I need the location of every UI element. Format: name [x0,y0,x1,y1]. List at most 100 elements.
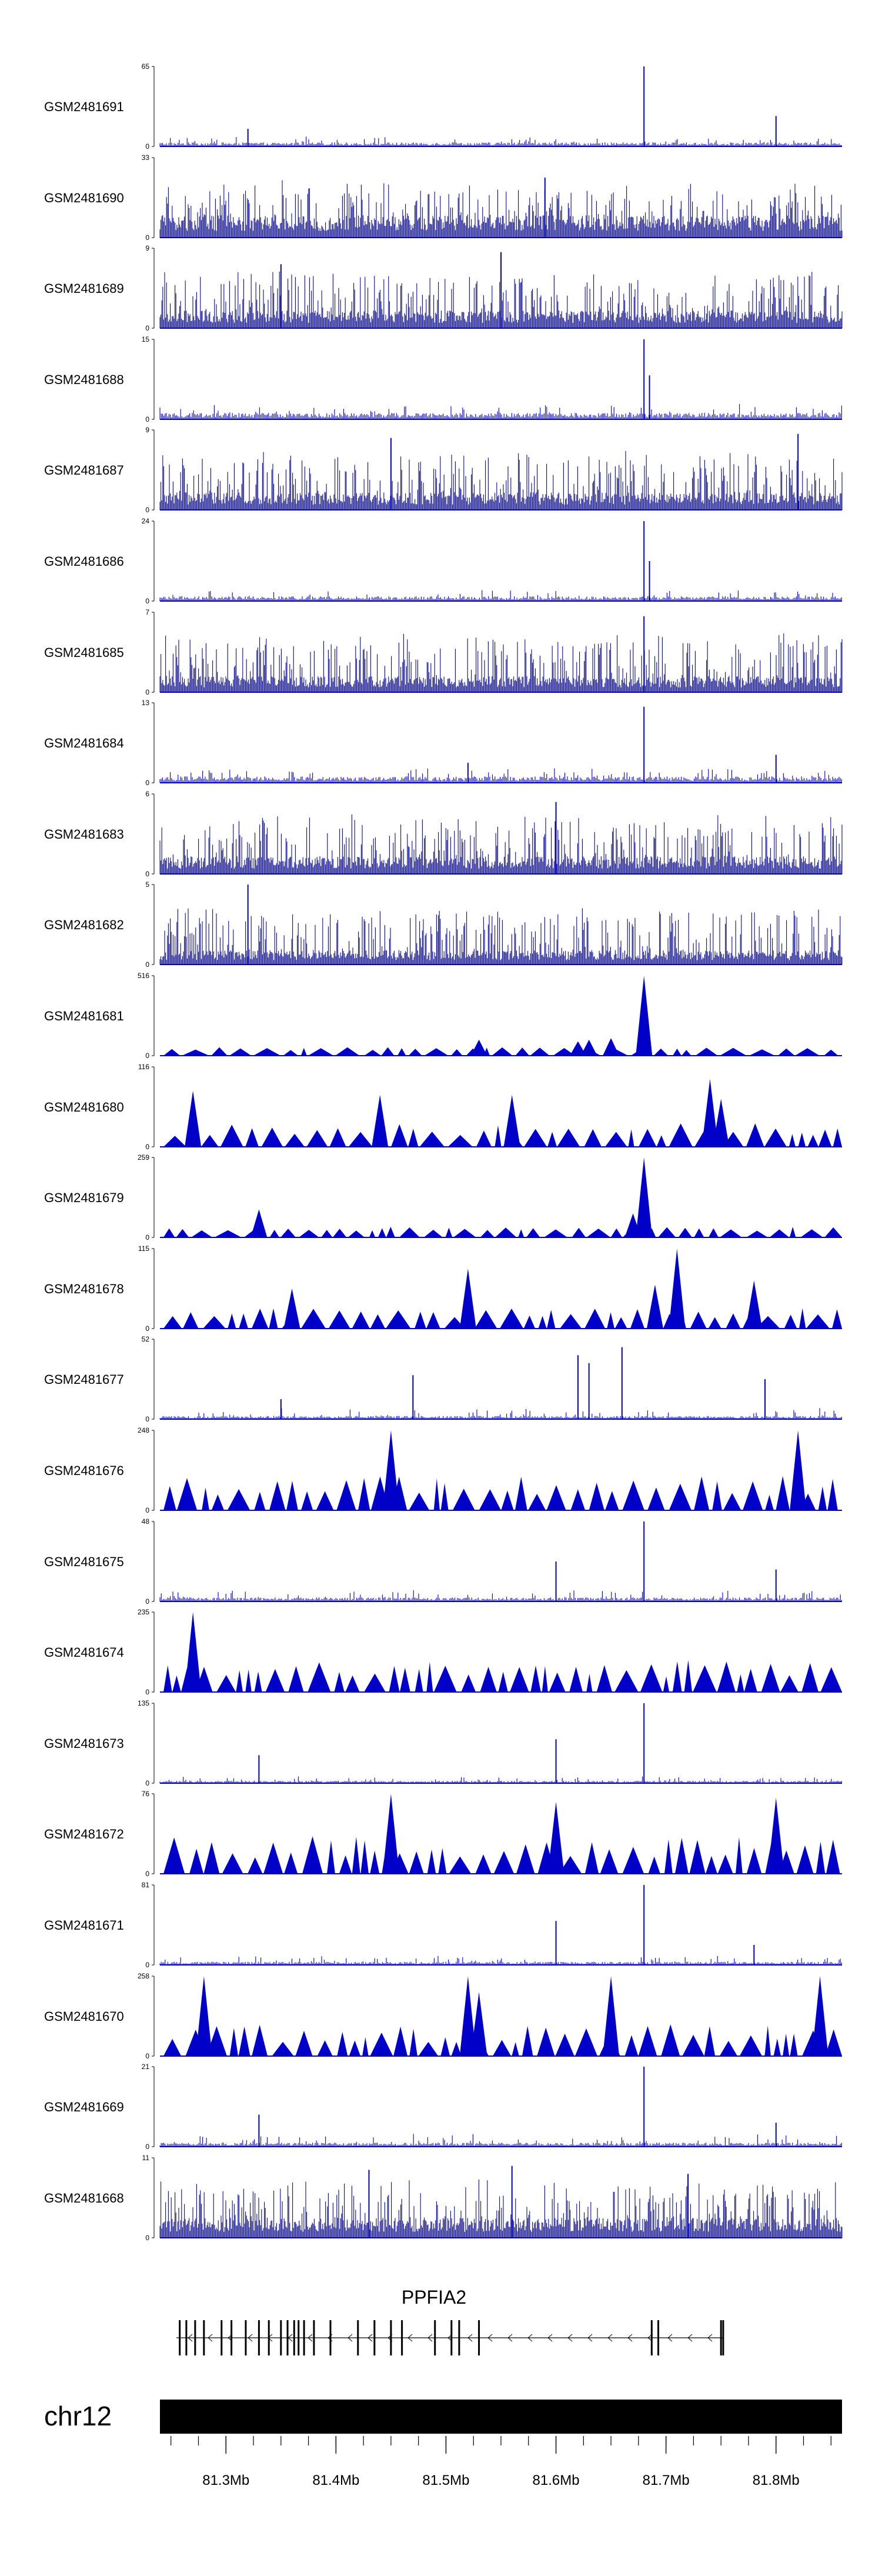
exon [401,2320,403,2355]
signal-peak [459,1269,476,1329]
y-tick-label-max: 65 [142,62,150,71]
y-tick-label-max: 13 [142,699,150,707]
track-GSM2481682: GSM2481682 5 0 [44,880,843,969]
signal-peak [701,1079,719,1147]
signal-peak [382,1430,399,1510]
signal-peak [767,1797,784,1874]
strand-arrow [427,2334,433,2342]
signal-peak [580,1039,597,1056]
y-tick-label-max: 6 [145,790,149,798]
track-GSM2481675: GSM2481675 48 0 [44,1517,842,1606]
signal-peak [569,1041,586,1056]
exon [650,2320,653,2355]
exon [373,2320,376,2355]
signal-peak [503,1095,520,1147]
exon [203,2320,205,2355]
exon [245,2320,247,2355]
track-GSM2481685: GSM2481685 7 0 [44,608,843,696]
track-GSM2481677: GSM2481677 52 0 [44,1335,842,1423]
signal-bars [159,814,843,874]
exon [286,2320,289,2355]
y-tick-label-min: 0 [145,233,149,242]
signal-peak [603,1038,620,1056]
signal-peak [185,1612,202,1692]
y-tick-label-min: 0 [145,1779,149,1787]
strand-arrow [188,2334,193,2342]
exon [293,2320,295,2355]
strand-arrow [627,2334,633,2342]
signal-area [163,1226,842,1237]
track-label: GSM2481678 [44,1282,124,1296]
y-tick-label-min: 0 [145,870,149,878]
track-GSM2481668: GSM2481668 11 0 [44,2154,843,2242]
signal-peak [624,1213,642,1237]
signal-area [163,1660,842,1692]
track-label: GSM2481671 [44,1918,124,1933]
signal-peak [713,1099,730,1147]
signal-area [163,1836,840,1874]
y-tick-label-min: 0 [145,2143,149,2151]
gene-label: PPFIA2 [402,2287,466,2308]
signal-area [163,1308,842,1329]
track-GSM2481680: GSM2481680 116 0 [44,1063,842,1151]
signal-peak [646,1284,663,1329]
x-tick-label: 81.7Mb [643,2472,690,2488]
track-label: GSM2481681 [44,1009,124,1023]
signal-peak [470,1992,487,2056]
exon [179,2320,181,2355]
x-tick-label: 81.3Mb [202,2472,249,2488]
signal-peak [185,1090,202,1147]
strand-arrow [467,2334,473,2342]
track-GSM2481676: GSM2481676 248 0 [44,1426,842,1514]
signal-peak [250,1209,268,1237]
track-GSM2481673: GSM2481673 135 0 [44,1699,842,1787]
y-tick-label-max: 135 [138,1699,149,1707]
y-tick-label-max: 248 [138,1426,149,1434]
signal-bars [159,2134,842,2147]
track-label: GSM2481668 [44,2191,124,2205]
strand-arrow [527,2334,533,2342]
track-GSM2481687: GSM2481687 9 0 [44,426,843,514]
exon [720,2320,722,2355]
track-GSM2481688: GSM2481688 15 0 [44,335,842,423]
signal-peak [470,1039,487,1056]
signal-peak [811,1976,828,2056]
signal-peak [382,1794,399,1874]
y-tick-label-max: 48 [142,1517,150,1526]
signal-peak [195,1976,212,2056]
track-label: GSM2481675 [44,1554,124,1569]
strand-arrow [407,2334,413,2342]
strand-arrow [707,2334,713,2342]
signal-peak [636,1157,653,1237]
signal-bars [159,1776,842,1783]
track-GSM2481674: GSM2481674 235 0 [44,1608,842,1696]
y-tick-label-min: 0 [145,1506,149,1514]
exon [258,2320,260,2355]
track-label: GSM2481688 [44,372,124,387]
gene-model [176,2320,724,2355]
y-tick-label-min: 0 [145,1961,149,1969]
strand-arrow [368,2334,373,2342]
strand-arrow [348,2334,353,2342]
y-tick-label-min: 0 [145,1415,149,1423]
y-tick-label-min: 0 [145,1233,149,1242]
y-tick-label-max: 11 [142,2154,150,2162]
exon [303,2320,305,2355]
y-tick-label-max: 516 [138,972,149,980]
y-tick-label-max: 24 [142,517,150,525]
exon [390,2320,392,2355]
signal-area [163,1047,838,1056]
track-GSM2481670: GSM2481670 258 0 [44,1972,842,2060]
exon [313,2320,315,2355]
track-label: GSM2481690 [44,191,124,205]
strand-arrow [507,2334,513,2342]
track-label: GSM2481674 [44,1645,124,1660]
y-tick-label-max: 15 [142,335,150,343]
track-label: GSM2481679 [44,1190,124,1205]
signal-peak [603,1976,620,2056]
y-tick-label-min: 0 [145,2052,149,2060]
exon [268,2320,270,2355]
signal-bars [159,1590,842,1601]
exon [280,2320,282,2355]
signal-bars [159,1408,842,1419]
